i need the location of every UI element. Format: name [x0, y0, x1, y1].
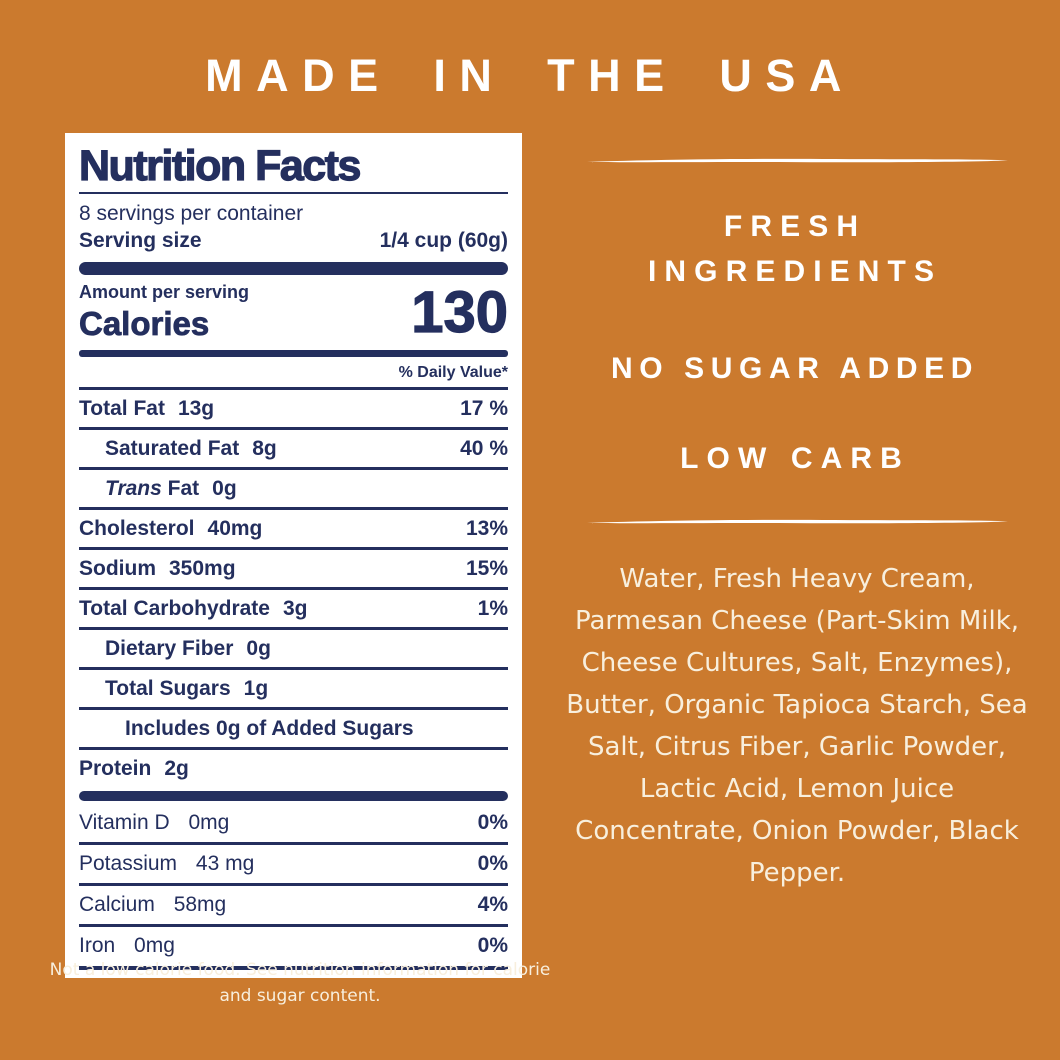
servings-per-container: 8 servings per container: [79, 202, 304, 226]
divider: [79, 842, 508, 846]
nutrient-row-added-sugars: Includes 0g of Added Sugars: [125, 716, 414, 740]
nutrient-row-saturated-fat: Saturated Fat 8g 40 %: [105, 436, 508, 460]
claim-fresh-line1: FRESH: [723, 210, 867, 243]
divider: [79, 507, 508, 511]
divider: [79, 192, 508, 195]
divider: [79, 667, 508, 671]
thick-divider-bar: [79, 262, 508, 276]
nutrient-row-total-fat: Total Fat 13g 17 %: [79, 396, 508, 420]
calories-block: Amount per serving Calories 130: [79, 280, 509, 346]
daily-value-header: % Daily Value*: [398, 364, 508, 382]
ingredients-list: Water, Fresh Heavy Cream, Parmesan Chees…: [566, 564, 1028, 888]
footnote-disclaimer: Not a low calorie food. See nutrition in…: [49, 960, 551, 1006]
serving-size-label: Serving size: [79, 229, 202, 253]
nutrient-row-cholesterol: Cholesterol 40mg 13%: [79, 516, 508, 540]
divider: [79, 587, 508, 591]
claim-no-sugar-added: NO SUGAR ADDED: [611, 352, 979, 385]
divider: [79, 883, 508, 887]
nutrient-row-sodium: Sodium 350mg 15%: [79, 556, 508, 580]
nutrient-row-vitamin-d: Vitamin D 0mg 0%: [79, 811, 508, 835]
nutrient-row-protein: Protein 2g: [79, 756, 189, 780]
divider: [79, 427, 508, 431]
nutrient-row-total-sugars: Total Sugars 1g: [105, 676, 269, 700]
divider: [79, 747, 508, 751]
page-title: MADE IN THE USA: [205, 50, 855, 101]
divider: [79, 966, 508, 971]
divider: [79, 707, 508, 711]
claim-low-carb: LOW CARB: [680, 442, 910, 475]
nutrient-row-trans-fat: Trans Fat 0g: [105, 476, 237, 500]
nutrient-row-iron: Iron 0mg 0%: [79, 934, 508, 958]
divider: [79, 387, 508, 391]
nutrient-row-dietary-fiber: Dietary Fiber 0g: [105, 636, 271, 660]
claim-fresh-line2: INGREDIENTS: [647, 255, 943, 288]
nutrient-row-calcium: Calcium 58mg 4%: [79, 893, 508, 917]
divider: [79, 547, 508, 551]
calories-value: 130: [411, 280, 509, 346]
divider: [79, 627, 508, 631]
medium-divider-bar: [79, 350, 508, 358]
nutrition-facts-title: Nutrition Facts: [78, 142, 362, 190]
brush-divider: [585, 517, 1010, 526]
nutrient-row-total-carbohydrate: Total Carbohydrate 3g 1%: [79, 596, 508, 620]
nutrient-row-potassium: Potassium 43 mg 0%: [79, 852, 508, 876]
divider: [79, 467, 508, 471]
brush-divider: [585, 156, 1010, 165]
thick-divider-bar: [79, 791, 508, 802]
amount-per-serving-label: Amount per serving: [79, 282, 250, 303]
calories-label: Calories: [79, 305, 210, 343]
divider: [79, 924, 508, 928]
serving-size-value: 1/4 cup (60g): [379, 229, 508, 253]
nutrition-facts-label: Nutrition Facts 8 servings per container…: [65, 133, 522, 979]
serving-size-row: Serving size 1/4 cup (60g): [79, 229, 508, 253]
